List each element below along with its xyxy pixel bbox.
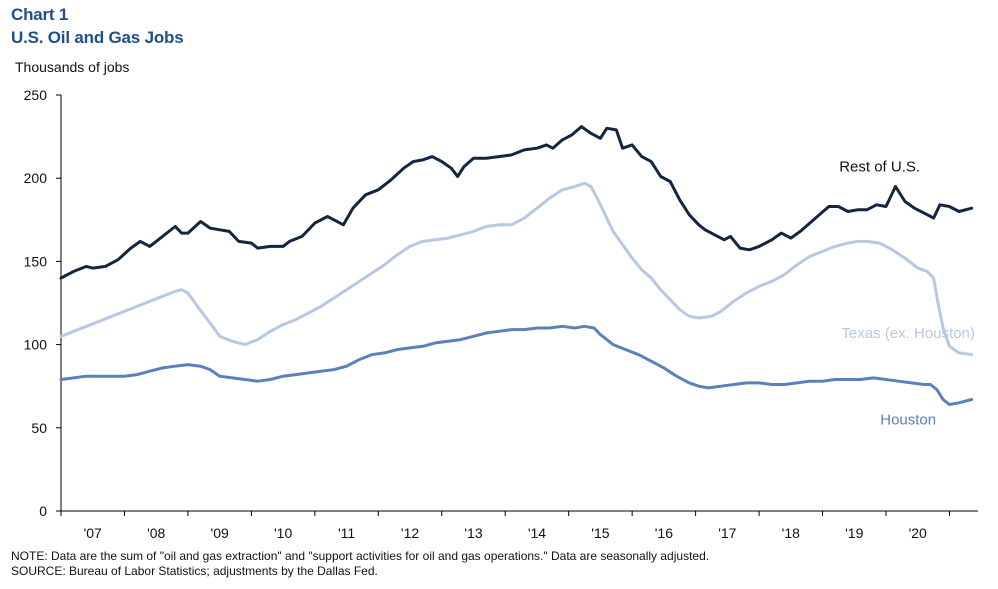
y-axis-label: Thousands of jobs: [15, 59, 130, 75]
x-tick-label: '13: [464, 525, 482, 541]
y-tick-label: 100: [24, 337, 48, 353]
note-text: NOTE: Data are the sum of "oil and gas e…: [11, 549, 710, 563]
x-tick-label: '08: [147, 525, 165, 541]
x-tick-label: '14: [528, 525, 546, 541]
x-tick-label: '12: [401, 525, 419, 541]
y-tick-label: 50: [31, 420, 47, 436]
x-tick-label: '20: [909, 525, 927, 541]
x-tick-label: '19: [845, 525, 863, 541]
chart-number: Chart 1: [11, 5, 69, 24]
y-tick-label: 200: [24, 170, 48, 186]
series-label-texas: Texas (ex. Houston): [841, 325, 974, 342]
x-tick-label: '11: [338, 525, 355, 541]
x-tick-label: '15: [591, 525, 609, 541]
x-tick-label: '18: [782, 525, 800, 541]
x-tick-label: '16: [655, 525, 673, 541]
chart-axes: 0 50 100 150 200 250 '07 '08 '09 '10 '11 '12 '13 '14 '…: [24, 87, 978, 541]
line-chart: 0 50 100 150 200 250 '07 '08 '09 '10 '11 '12 '13 '14 '…: [24, 87, 978, 541]
chart-notes: NOTE: Data are the sum of "oil and gas e…: [11, 549, 709, 579]
y-tick-label: 0: [39, 503, 47, 519]
series-line-texas: [59, 181, 974, 357]
y-tick-label: 250: [24, 87, 48, 103]
x-tick-label: '07: [84, 525, 102, 541]
source-text: SOURCE: Bureau of Labor Statistics; adju…: [11, 564, 378, 578]
chart-series: [59, 125, 974, 406]
y-tick-label: 150: [24, 253, 48, 269]
series-line-houston: [59, 324, 974, 406]
x-tick-label: '10: [274, 525, 292, 541]
series-line-rest-of-us: [59, 125, 974, 280]
series-label-rest-of-us: Rest of U.S.: [839, 159, 920, 176]
chart-series-labels: Rest of U.S. Texas (ex. Houston) Houston: [839, 159, 975, 429]
x-tick-label: '17: [718, 525, 736, 541]
x-tick-label: '09: [211, 525, 229, 541]
chart-title: U.S. Oil and Gas Jobs: [11, 28, 184, 47]
series-label-houston: Houston: [880, 411, 936, 428]
